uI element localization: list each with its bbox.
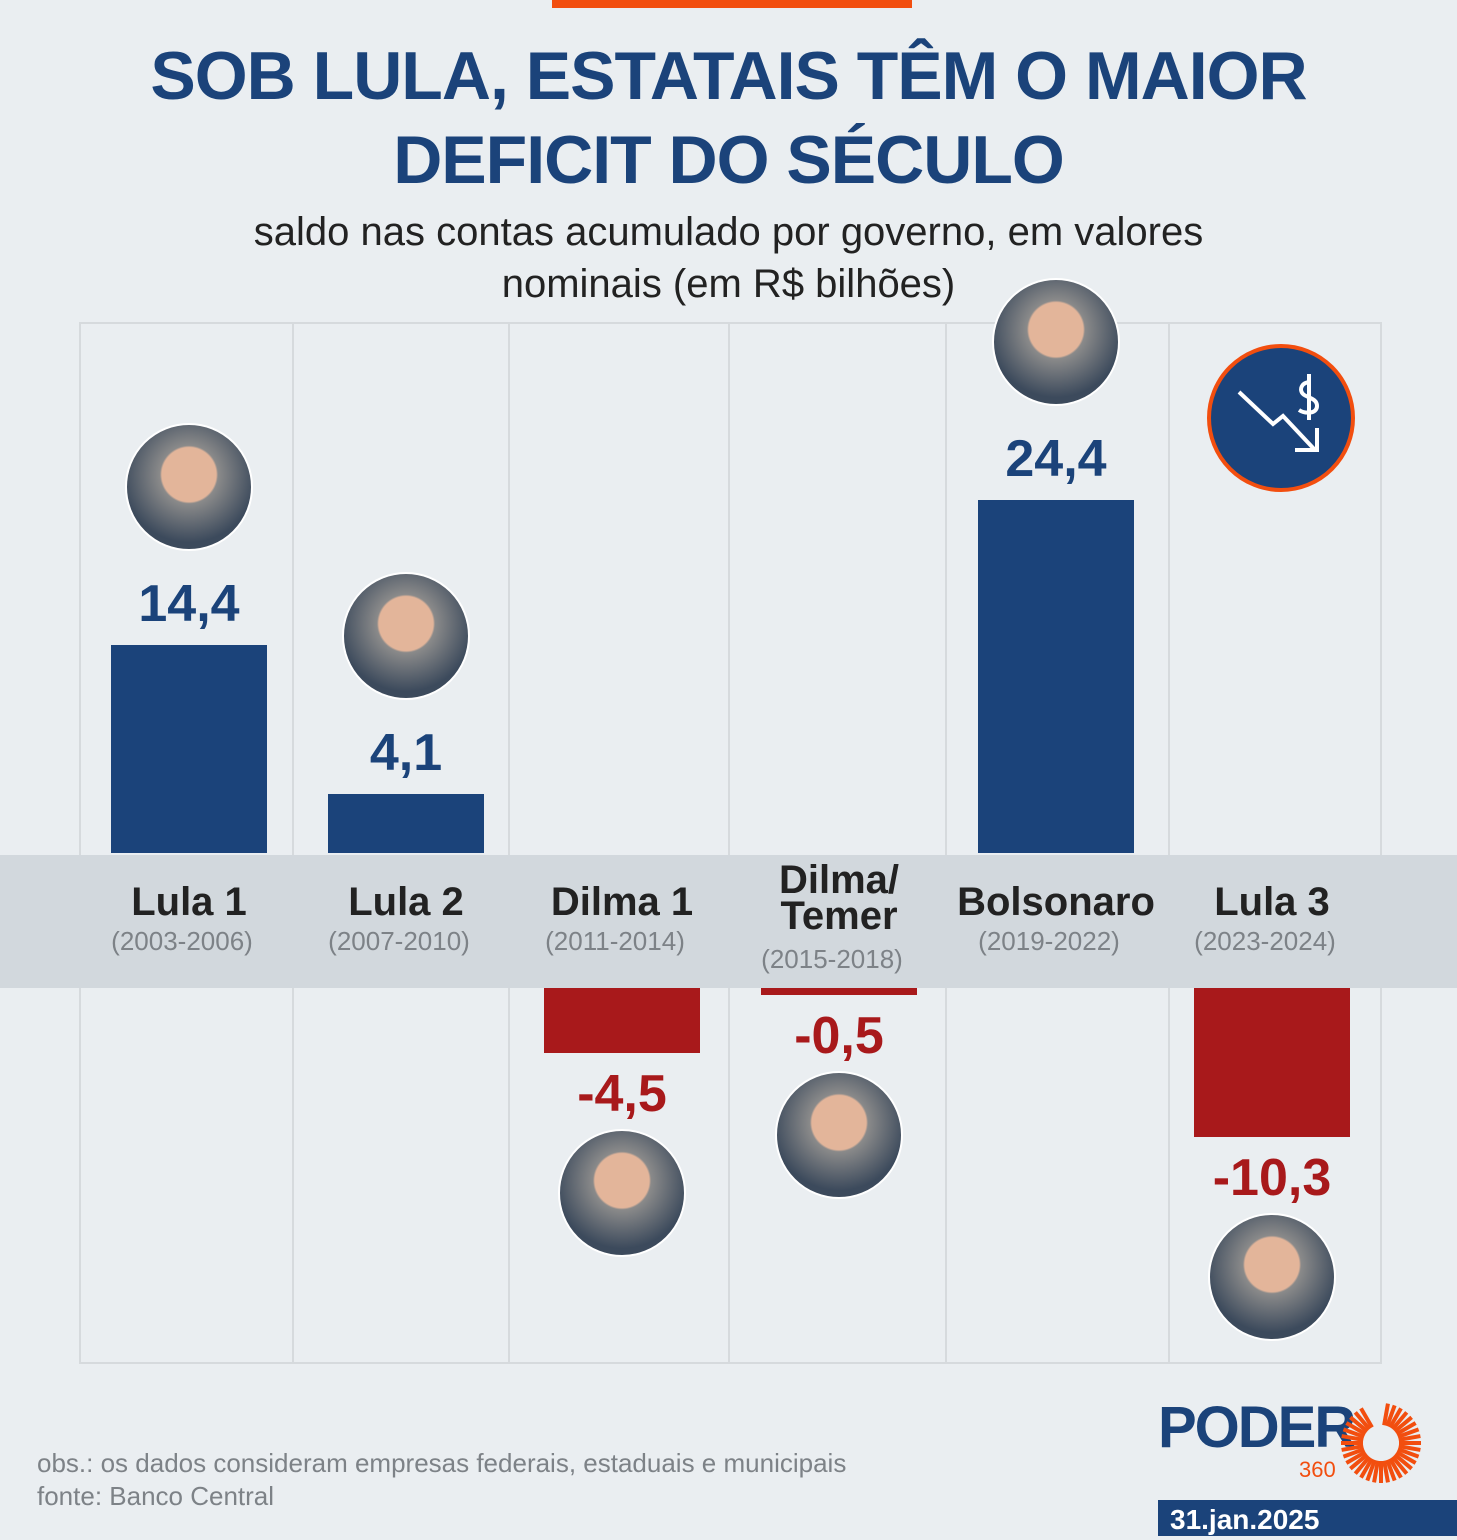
data-label: -4,5 — [577, 1065, 667, 1124]
category-label: Lula 1 — [131, 880, 247, 924]
president-photo — [558, 1129, 686, 1258]
title-line: DEFICIT DO SÉCULO — [393, 122, 1065, 198]
subtitle-line: nominais (em R$ bilhões) — [501, 262, 956, 306]
category-label: Lula 2 — [348, 880, 464, 924]
chart-title: SOB LULA, ESTATAIS TÊM O MAIOR DEFICIT DO… — [0, 34, 1457, 202]
bar — [328, 793, 484, 853]
data-label: 24,4 — [1005, 429, 1107, 488]
category-years: (2011-2014) — [545, 926, 685, 956]
bar — [978, 499, 1134, 853]
publish-date: 31.jan.2025 — [1158, 1500, 1457, 1536]
president-photo — [1208, 1213, 1336, 1342]
accent-bar — [552, 0, 912, 8]
president-photo — [342, 571, 470, 700]
footnote-obs: obs.: os dados consideram empresas feder… — [37, 1448, 847, 1478]
logo-sunburst-icon — [1341, 1403, 1421, 1483]
category-label: Bolsonaro — [957, 880, 1155, 924]
brand-logo-sub: 360 — [1299, 1457, 1336, 1482]
brand-logo: PODER — [1158, 1395, 1356, 1460]
data-label: -10,3 — [1212, 1149, 1332, 1208]
plot-area — [79, 322, 1382, 1364]
bar — [761, 988, 917, 996]
category-label: Dilma 1 — [550, 880, 694, 924]
subtitle-line: saldo nas contas acumulado por governo, … — [253, 210, 1204, 254]
gridline — [945, 322, 947, 1364]
footnote-source: fonte: Banco Central — [37, 1481, 275, 1511]
category-band — [0, 855, 1457, 988]
category-years: (2003-2006) — [111, 926, 253, 956]
president-photo — [125, 422, 253, 551]
title-line: SOB LULA, ESTATAIS TÊM O MAIOR — [150, 38, 1307, 114]
gridline — [292, 322, 294, 1364]
gridline — [728, 322, 730, 1364]
category-label: Dilma/ Temer — [778, 858, 900, 938]
data-label: -0,5 — [794, 1007, 884, 1066]
bar — [544, 988, 700, 1054]
category-years: (2007-2010) — [328, 926, 470, 956]
category-years: (2015-2018) — [761, 944, 903, 974]
president-photo — [992, 277, 1120, 406]
falling-money-icon — [1207, 344, 1355, 492]
data-label: 4,1 — [369, 723, 443, 782]
bar — [1194, 988, 1350, 1138]
gridline — [508, 322, 510, 1364]
category-years: (2019-2022) — [978, 926, 1120, 956]
president-photo — [775, 1071, 903, 1200]
bar — [111, 644, 267, 853]
chart-subtitle: saldo nas contas acumulado por governo, … — [0, 206, 1457, 310]
data-label: 14,4 — [138, 574, 240, 633]
category-label: Lula 3 — [1214, 880, 1330, 924]
category-years: (2023-2024) — [1194, 926, 1336, 956]
gridline — [1168, 322, 1170, 1364]
